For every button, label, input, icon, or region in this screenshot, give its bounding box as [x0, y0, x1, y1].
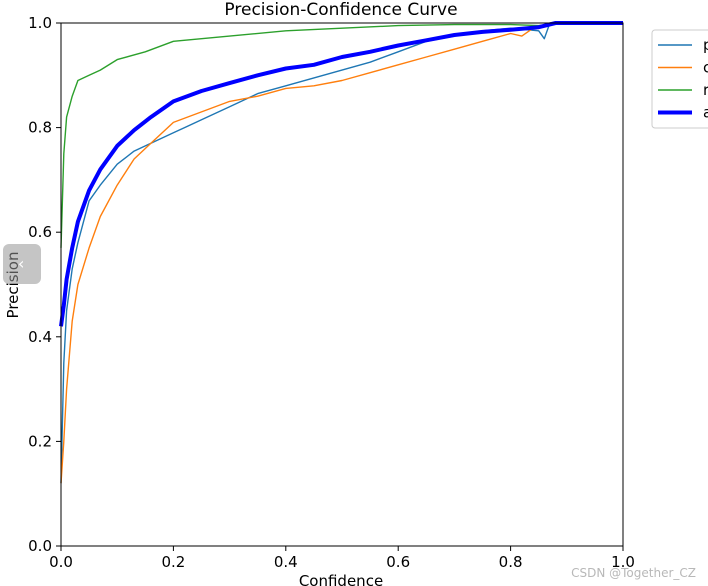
chevron-left-icon: ‹ — [18, 254, 25, 273]
series-line-a — [59, 21, 623, 327]
y-tick-label: 0.0 — [28, 537, 52, 555]
x-axis: 0.0 0.2 0.4 0.6 0.8 1.0 — [49, 546, 635, 571]
x-tick-label: 1.0 — [611, 553, 635, 571]
y-tick-label: 1.0 — [28, 14, 52, 32]
x-tick-label: 0.8 — [499, 553, 523, 571]
x-tick-label: 0.4 — [274, 553, 298, 571]
y-tick-label: 0.6 — [28, 223, 52, 241]
chart-title: Precision-Confidence Curve — [224, 0, 457, 20]
x-tick-label: 0.6 — [386, 553, 410, 571]
legend-label-c: c — [703, 59, 708, 77]
legend-box — [651, 29, 708, 129]
y-tick-label: 0.4 — [28, 328, 52, 346]
x-tick-label: 0.2 — [161, 553, 185, 571]
watermark: CSDN @Together_CZ — [571, 566, 696, 580]
y-tick-label: 0.8 — [28, 119, 52, 137]
series-line-r — [60, 22, 623, 248]
x-tick-label: 0.0 — [49, 553, 73, 571]
y-axis: 0.0 0.2 0.4 0.6 0.8 1.0 — [28, 14, 61, 555]
series-layer — [59, 21, 623, 484]
legend-label-p: p — [703, 36, 708, 54]
x-axis-label: Confidence — [299, 572, 383, 586]
series-line-p — [60, 22, 623, 484]
plot-frame — [60, 22, 624, 547]
side-collapse-tab[interactable]: ‹ — [3, 244, 41, 284]
legend-label-r: r — [703, 81, 708, 99]
legend-label-a: a — [703, 104, 708, 122]
series-line-c — [60, 22, 623, 484]
y-tick-label: 0.2 — [28, 432, 52, 450]
